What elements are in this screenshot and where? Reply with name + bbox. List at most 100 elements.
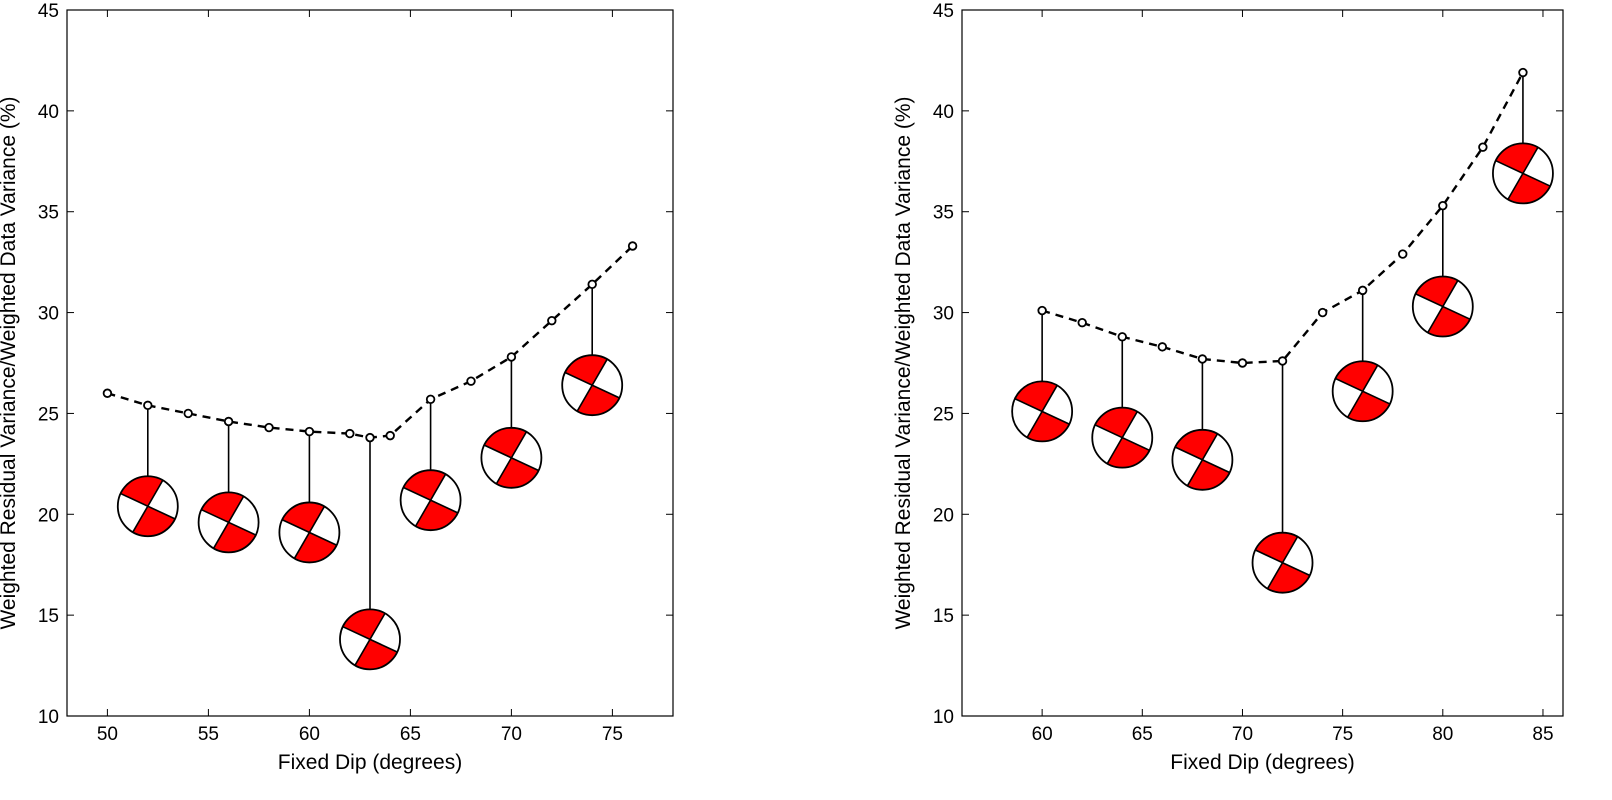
- data-point: [1157, 342, 1168, 352]
- beachball-outline: [197, 491, 260, 554]
- y-tick-label: 35: [38, 203, 59, 224]
- data-point: [183, 408, 193, 419]
- nodal-plane: [1346, 364, 1379, 418]
- beachball-quadrant: [1427, 306, 1470, 337]
- beachball-74: [561, 354, 624, 417]
- data-point: [143, 400, 153, 411]
- data-point: [1438, 200, 1448, 211]
- nodal-plane: [414, 473, 447, 527]
- x-tick-label: 65: [400, 724, 421, 745]
- data-point: [506, 352, 517, 362]
- x-tick-label: 55: [198, 724, 219, 745]
- x-tick-label: 85: [1532, 724, 1553, 745]
- data-point: [1398, 249, 1408, 259]
- data-point: [264, 422, 274, 433]
- beachball-70: [480, 426, 543, 489]
- beachball-outline: [278, 501, 341, 564]
- nodal-plane: [1427, 280, 1459, 333]
- beachball-76: [1331, 360, 1394, 423]
- beachball-quadrant: [1107, 437, 1150, 468]
- beachball-quadrant: [415, 500, 458, 531]
- x-tick-label: 60: [299, 724, 320, 745]
- beachball-84: [1492, 142, 1554, 205]
- nodal-plane: [293, 506, 326, 559]
- beachball-outline: [339, 608, 401, 671]
- data-point: [547, 315, 557, 326]
- beachball-52: [116, 475, 179, 538]
- y-axis-label: Weighted Residual Variance/Weighted Data…: [892, 96, 915, 629]
- data-point: [345, 428, 355, 439]
- y-tick-label: 35: [933, 203, 954, 224]
- data-point: [627, 241, 638, 251]
- y-tick-label: 25: [933, 404, 954, 425]
- beachball-quadrant: [282, 502, 325, 533]
- y-tick-label: 10: [38, 707, 59, 728]
- beachball-outline: [1492, 142, 1554, 205]
- y-axis-label: Weighted Residual Variance/Weighted Data…: [0, 96, 20, 629]
- beachball-quadrant: [355, 639, 398, 670]
- data-point: [1237, 358, 1248, 368]
- x-axis-label: Fixed Dip (degrees): [1170, 751, 1354, 774]
- beachball-quadrant: [213, 522, 256, 553]
- y-tick-label: 20: [38, 505, 59, 526]
- nodal-plane: [212, 495, 245, 549]
- data-point: [385, 430, 395, 441]
- beachball-outline: [480, 426, 543, 489]
- beachball-outline: [1091, 406, 1154, 469]
- beachball-64: [1091, 406, 1154, 469]
- beachball-72: [1251, 531, 1314, 594]
- beachball-quadrant: [1255, 532, 1298, 563]
- beachball-outline: [1251, 531, 1314, 594]
- chart-panel-1: 10 15 20 25 30 35 40 45 50 55 60 65 70 75 Fixed Dip (d…: [0, 1, 674, 774]
- plot-frame: [66, 9, 674, 717]
- y-tick-label: 10: [933, 707, 954, 728]
- y-tick-label: 25: [38, 404, 59, 425]
- data-point: [223, 416, 234, 427]
- beachball-quadrant: [1027, 411, 1070, 442]
- data-point: [1357, 285, 1368, 296]
- beachball-quadrant: [1187, 459, 1230, 490]
- beachball-quadrant: [1347, 391, 1390, 422]
- beachball-quadrant: [1095, 407, 1138, 438]
- y-tick-label: 15: [933, 606, 954, 627]
- y-tick-label: 15: [38, 606, 59, 627]
- beachball-quadrant: [403, 470, 446, 501]
- beachball-66: [399, 469, 462, 532]
- beachball-quadrant: [1415, 276, 1458, 307]
- nodal-plane: [1507, 147, 1539, 200]
- beachball-outline: [1411, 275, 1474, 338]
- beachball-quadrant: [1267, 562, 1310, 593]
- y-tick-label: 30: [933, 304, 954, 325]
- beachball-outline: [561, 354, 624, 417]
- beachball-outline: [399, 469, 462, 532]
- chart-panel-2: 10 15 20 25 30 35 40 45 60 65 70 75 80 85 Fixed Dip (d…: [892, 1, 1564, 774]
- data-point: [365, 432, 375, 443]
- beachball-quadrant: [1507, 173, 1551, 204]
- data-point: [1117, 332, 1127, 342]
- beachball-56: [197, 491, 260, 554]
- data-point: [304, 426, 315, 437]
- x-tick-label: 65: [1132, 724, 1153, 745]
- x-tick-label: 70: [501, 724, 522, 745]
- data-point: [587, 279, 597, 290]
- data-point: [466, 376, 476, 386]
- nodal-plane: [1026, 385, 1058, 438]
- y-tick-label: 45: [38, 1, 59, 22]
- data-point: [1197, 354, 1208, 364]
- nodal-plane: [576, 358, 608, 412]
- beachball-quadrant: [1495, 143, 1538, 174]
- beachball-quadrant: [496, 457, 539, 488]
- y-tick-label: 30: [38, 304, 59, 325]
- beachball-outline: [1011, 380, 1074, 443]
- data-point: [1478, 142, 1488, 152]
- y-tick-label: 40: [38, 102, 59, 123]
- y-tick-label: 20: [933, 505, 954, 526]
- x-axis-label: Fixed Dip (degrees): [278, 751, 462, 774]
- nodal-plane: [132, 479, 164, 533]
- beachball-quadrant: [577, 385, 620, 416]
- beachball-68: [1171, 428, 1234, 491]
- beachball-quadrant: [1014, 381, 1058, 412]
- beachball-quadrant: [201, 492, 244, 523]
- beachball-quadrant: [132, 506, 175, 537]
- data-point: [1277, 356, 1288, 366]
